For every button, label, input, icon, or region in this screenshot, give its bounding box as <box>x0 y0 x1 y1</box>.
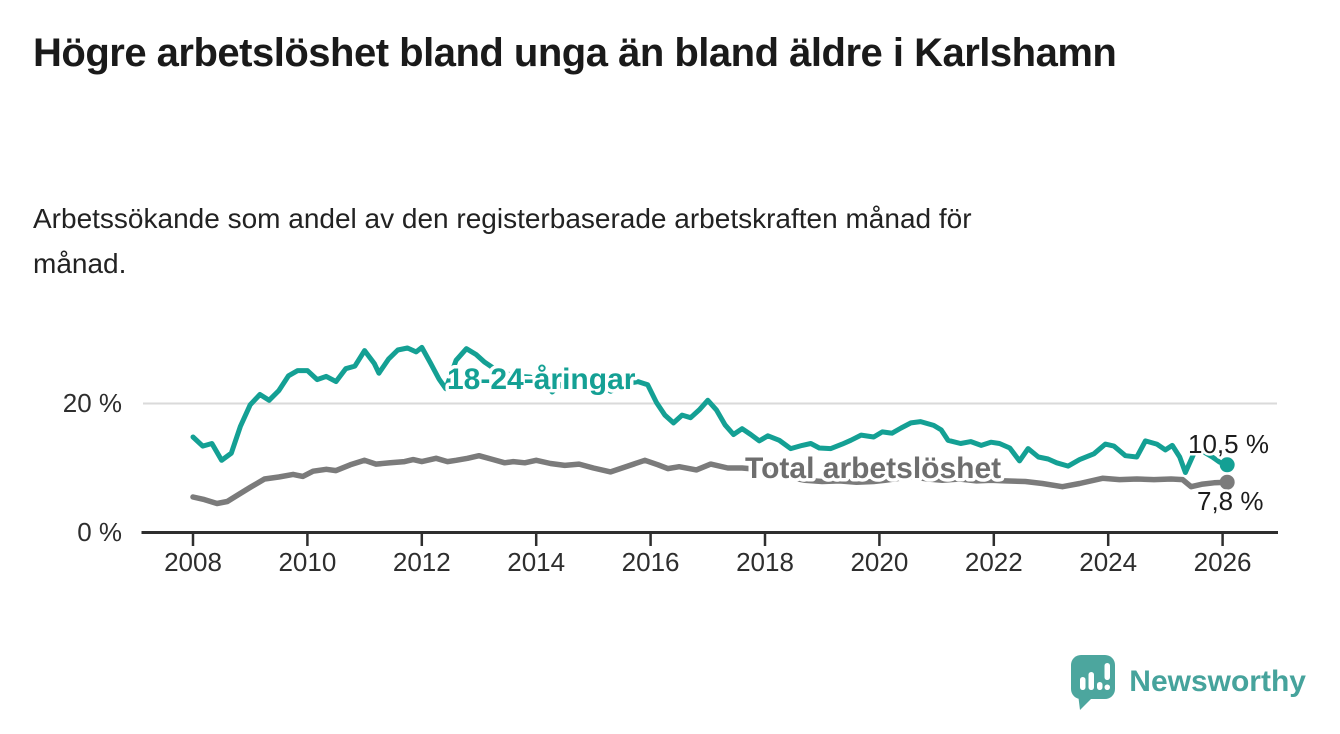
series-label-young: 18-24-åringar <box>447 363 636 396</box>
y-tick-label-0: 0 % <box>77 517 122 547</box>
newsworthy-logo-text: Newsworthy <box>1129 665 1306 698</box>
x-tick-label: 2012 <box>393 547 451 577</box>
end-value-young: 10,5 % <box>1188 429 1269 459</box>
page-title: Högre arbetslöshet bland unga än bland ä… <box>33 31 1117 75</box>
x-tick-label: 2010 <box>278 547 336 577</box>
series-label-total: Total arbetslöshet <box>745 452 1001 485</box>
end-dots-layer <box>1219 457 1235 490</box>
x-tick-label: 2008 <box>164 547 222 577</box>
x-tick-label: 2022 <box>965 547 1023 577</box>
x-tick-label: 2020 <box>850 547 908 577</box>
x-tick-label: 2026 <box>1194 547 1252 577</box>
y-tick-label-20: 20 % <box>63 388 122 418</box>
series-layer <box>190 344 1230 507</box>
x-tick-label: 2014 <box>507 547 565 577</box>
series-line-young <box>190 344 1230 475</box>
newsworthy-logo-icon <box>1071 655 1116 710</box>
series-line-total <box>190 452 1230 507</box>
end-value-total: 7,8 % <box>1197 486 1264 516</box>
axis-layer: 2008 2010 2012 2014 2016 2018 2020 2022 2024 2026 <box>141 531 1278 577</box>
x-tick-label: 2018 <box>736 547 794 577</box>
x-tick-label: 2016 <box>622 547 680 577</box>
newsworthy-brand: Newsworthy <box>1070 654 1306 710</box>
page-subtitle: Arbetssökande som andel av den registerb… <box>33 203 972 279</box>
x-tick-label: 2024 <box>1079 547 1137 577</box>
end-dot-total <box>1219 474 1235 490</box>
end-dot-young <box>1219 457 1235 473</box>
